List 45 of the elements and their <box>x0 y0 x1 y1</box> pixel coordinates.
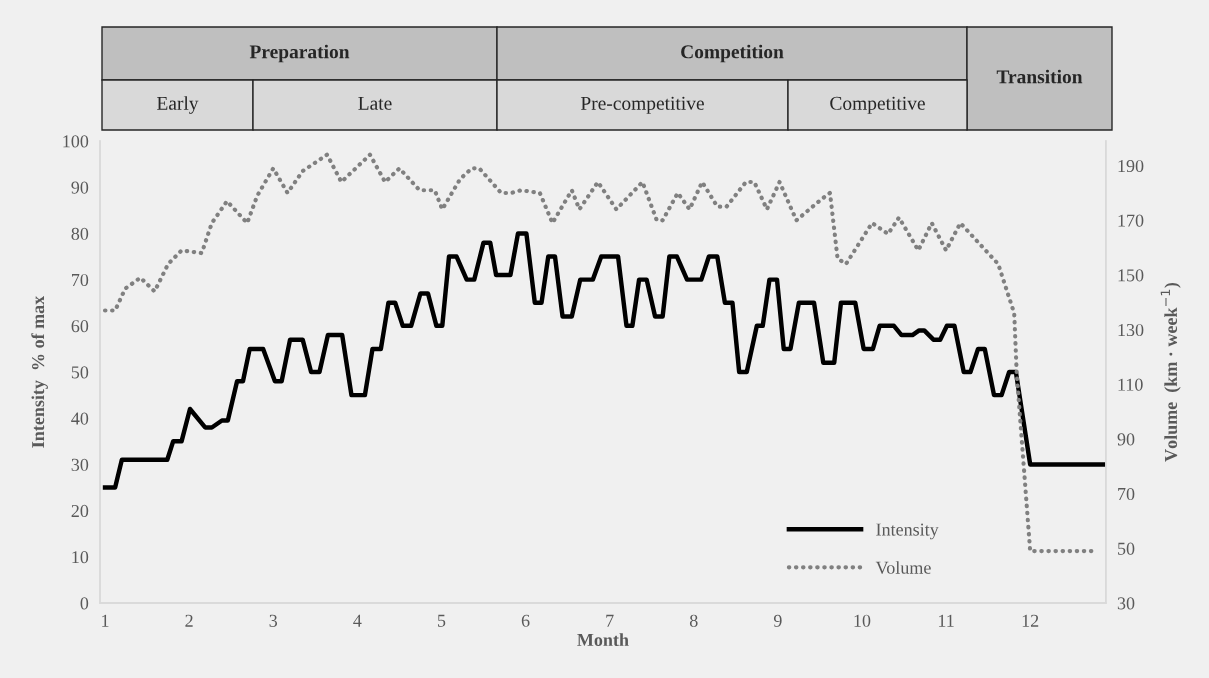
y-tick-label: 60 <box>71 320 89 333</box>
y2-tick-label: 50 <box>1118 542 1135 555</box>
text: Competitive <box>830 96 925 114</box>
x-tick-label: 1 <box>102 614 109 627</box>
y-axis-title: Intensity % of max <box>31 295 48 448</box>
y-tick-label: 10 <box>72 551 89 564</box>
text: Preparation <box>249 44 350 63</box>
y-tick-label: 90 <box>71 181 89 194</box>
y-tick-label: 40 <box>71 412 89 425</box>
legend-label: Intensity <box>876 523 939 540</box>
y-tick-label: 0 <box>80 597 89 610</box>
x-tick-label: 4 <box>353 614 362 627</box>
y-tick-label: 70 <box>72 273 89 287</box>
text: Late <box>358 96 392 110</box>
x-axis-title: Month <box>577 633 629 646</box>
line-series <box>102 231 1106 490</box>
legend-label: Volume <box>875 561 931 574</box>
x-tick-label: 5 <box>437 614 446 627</box>
y-tick-label: 80 <box>71 227 89 240</box>
x-tick-label: 2 <box>185 614 193 627</box>
y-tick-label: 100 <box>63 135 89 148</box>
x-tick-label: 8 <box>689 614 698 627</box>
y2-tick-label: 90 <box>1117 433 1135 446</box>
text: Pre-competitive <box>580 96 704 114</box>
y2-tick-label: 190 <box>1118 159 1144 173</box>
y2-tick-label: 150 <box>1118 269 1144 282</box>
text: Early <box>157 96 199 114</box>
y-tick-label: 30 <box>71 458 89 471</box>
y2-tick-label: 170 <box>1118 214 1144 227</box>
x-tick-label: 3 <box>269 614 278 627</box>
y2-tick-label: 110 <box>1118 378 1143 391</box>
y-tick-label: 20 <box>71 504 89 518</box>
x-tick-label: 12 <box>1022 614 1039 627</box>
x-tick-label: 7 <box>606 614 614 627</box>
text: Competition <box>681 44 784 63</box>
y2-tick-label: 130 <box>1118 323 1144 337</box>
y2-axis-title: Volume (km · week$^{−1}$) <box>1160 282 1181 462</box>
text: Transition <box>996 69 1083 84</box>
x-tick-label: 6 <box>521 614 530 627</box>
y-tick-label: 50 <box>71 366 89 379</box>
x-tick-label: 10 <box>854 614 871 627</box>
y2-tick-label: 70 <box>1118 487 1135 501</box>
y2-tick-label: 30 <box>1117 597 1135 610</box>
x-tick-label: 11 <box>938 614 954 627</box>
x-tick-label: 9 <box>773 614 782 627</box>
